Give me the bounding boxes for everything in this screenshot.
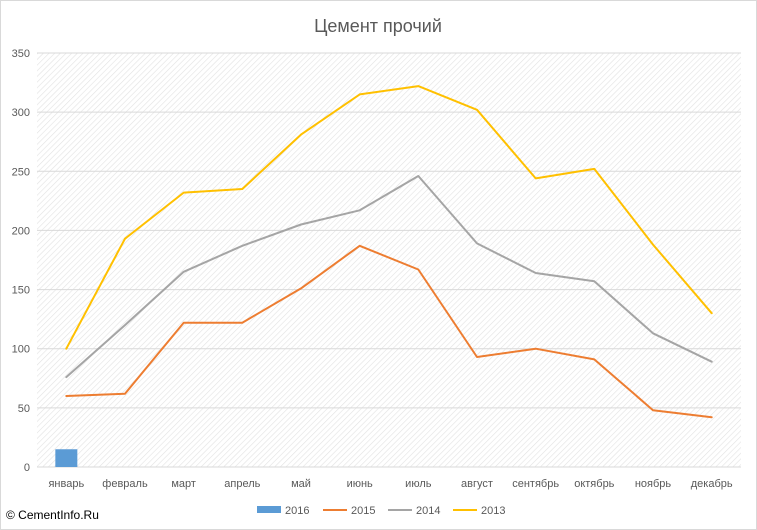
plot-area [37, 53, 741, 467]
y-axis: 0 50 100 150 200 250 300 350 [12, 48, 30, 474]
gridlines [37, 52, 741, 468]
legend: 2016 2015 2014 2013 [257, 505, 505, 517]
bar-series [55, 449, 78, 467]
x-tick-label: декабрь [691, 478, 733, 490]
y-tick-label: 200 [12, 225, 30, 237]
bar-2016 [55, 449, 78, 467]
x-tick-label: февраль [102, 478, 148, 490]
line-series-2015 [65, 244, 713, 419]
x-tick-label: март [171, 478, 196, 490]
chart-title: Цемент прочий [314, 16, 442, 36]
x-tick-label: июль [405, 478, 432, 490]
x-tick-label: август [461, 478, 493, 490]
y-tick-label: 150 [12, 285, 30, 297]
line-series-2013 [65, 85, 713, 350]
line-series [65, 85, 713, 419]
legend-label-2016: 2016 [285, 505, 309, 517]
x-tick-label: май [291, 478, 311, 490]
x-tick-label: апрель [224, 478, 260, 490]
y-tick-label: 350 [12, 48, 30, 60]
x-tick-label: июнь [347, 478, 373, 490]
legend-label-2014: 2014 [416, 505, 440, 517]
x-tick-label: январь [48, 478, 84, 490]
legend-swatch-2016 [257, 506, 281, 513]
legend-label-2013: 2013 [481, 505, 505, 517]
legend-label-2015: 2015 [351, 505, 375, 517]
y-tick-label: 250 [12, 166, 30, 178]
y-tick-label: 100 [12, 344, 30, 356]
y-tick-label: 0 [24, 462, 30, 474]
x-tick-label: сентябрь [512, 478, 559, 490]
x-axis: январь февраль март апрель май июнь июль август… [48, 478, 732, 490]
x-tick-label: октябрь [574, 478, 614, 490]
y-tick-label: 50 [18, 403, 30, 415]
y-tick-label: 300 [12, 107, 30, 119]
watermark: © CementInfo.Ru [6, 508, 99, 522]
x-tick-label: ноябрь [635, 478, 672, 490]
line-series-2014 [65, 175, 713, 379]
